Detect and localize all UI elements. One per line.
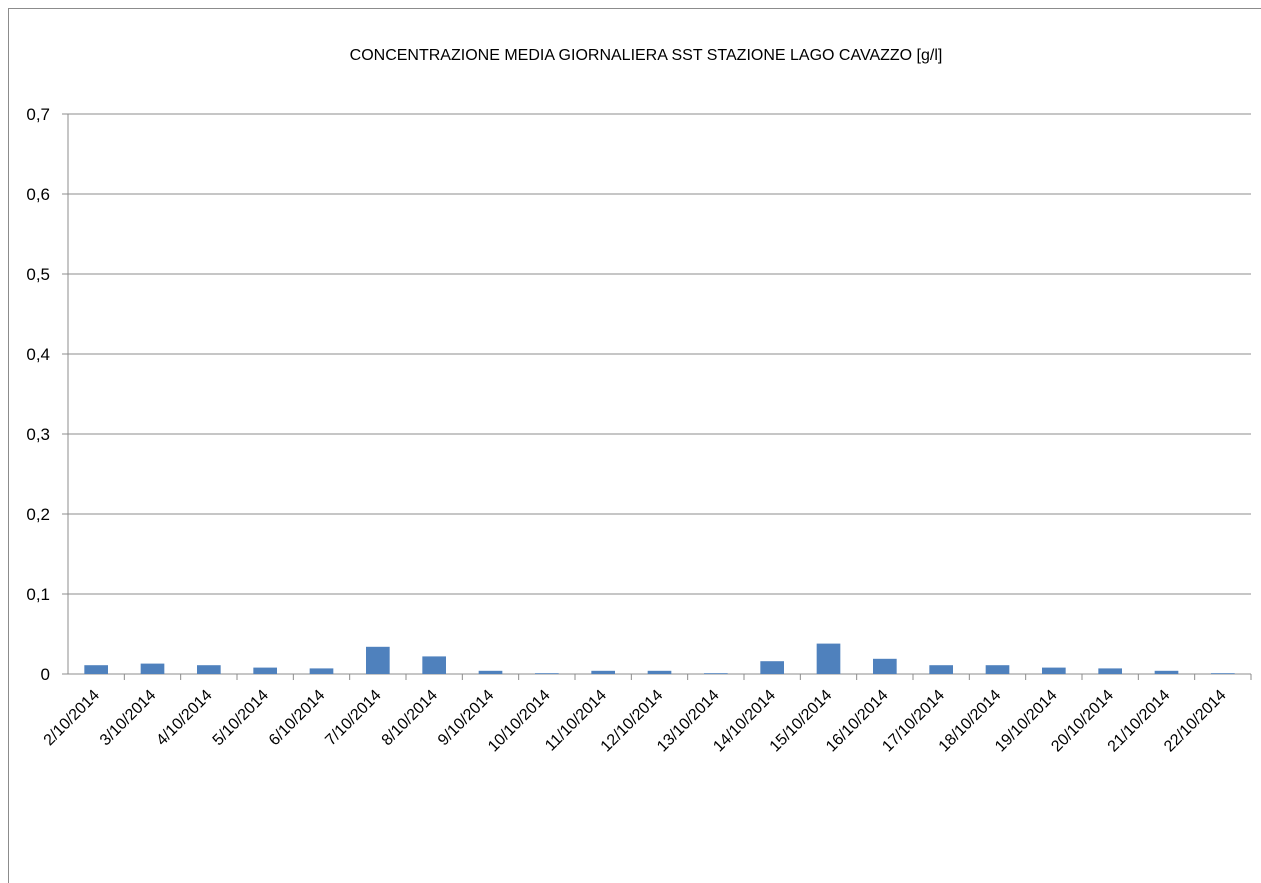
bar xyxy=(535,673,559,674)
x-tick-label: 6/10/2014 xyxy=(266,687,328,749)
x-tick-label: 5/10/2014 xyxy=(210,687,272,749)
gridlines xyxy=(67,113,1251,675)
bar xyxy=(1154,670,1179,674)
y-tick-label: 0,6 xyxy=(26,185,50,204)
y-tick-label: 0 xyxy=(41,665,50,684)
bars xyxy=(84,643,1235,674)
bar xyxy=(140,663,165,674)
bar xyxy=(929,665,953,674)
y-tick-label: 0,3 xyxy=(26,425,50,444)
bar xyxy=(478,670,503,674)
y-axis-ticks: 0 0,1 0,2 0,3 0,4 0,5 0,6 0,7 xyxy=(26,105,68,684)
bar xyxy=(1098,668,1122,674)
bar xyxy=(760,661,784,674)
bar xyxy=(366,646,390,674)
bar xyxy=(704,673,728,674)
x-tick-label: 8/10/2014 xyxy=(379,687,441,749)
x-tick-label: 4/10/2014 xyxy=(153,687,215,749)
bar xyxy=(873,658,897,674)
y-tick-label: 0,7 xyxy=(26,105,50,124)
x-tick-label: 3/10/2014 xyxy=(97,687,159,749)
x-axis-labels: 2/10/20143/10/20144/10/20145/10/20146/10… xyxy=(41,674,1252,755)
x-tick-label: 7/10/2014 xyxy=(322,687,384,749)
y-tick-label: 0,4 xyxy=(26,345,50,364)
y-tick-label: 0,1 xyxy=(26,585,50,604)
chart-title: CONCENTRAZIONE MEDIA GIORNALIERA SST STA… xyxy=(350,47,943,64)
bar xyxy=(816,643,841,674)
bar xyxy=(985,665,1010,674)
bar xyxy=(309,668,334,674)
bar xyxy=(253,667,277,674)
chart-frame xyxy=(8,8,1261,883)
y-tick-label: 0,2 xyxy=(26,505,50,524)
bar xyxy=(1211,673,1235,674)
y-tick-label: 0,5 xyxy=(26,265,50,284)
bar xyxy=(1042,667,1066,674)
bar xyxy=(591,670,615,674)
bar xyxy=(84,665,108,674)
x-tick-label: 2/10/2014 xyxy=(41,687,103,749)
bar xyxy=(647,670,672,674)
bar xyxy=(197,665,221,674)
bar xyxy=(422,656,446,674)
